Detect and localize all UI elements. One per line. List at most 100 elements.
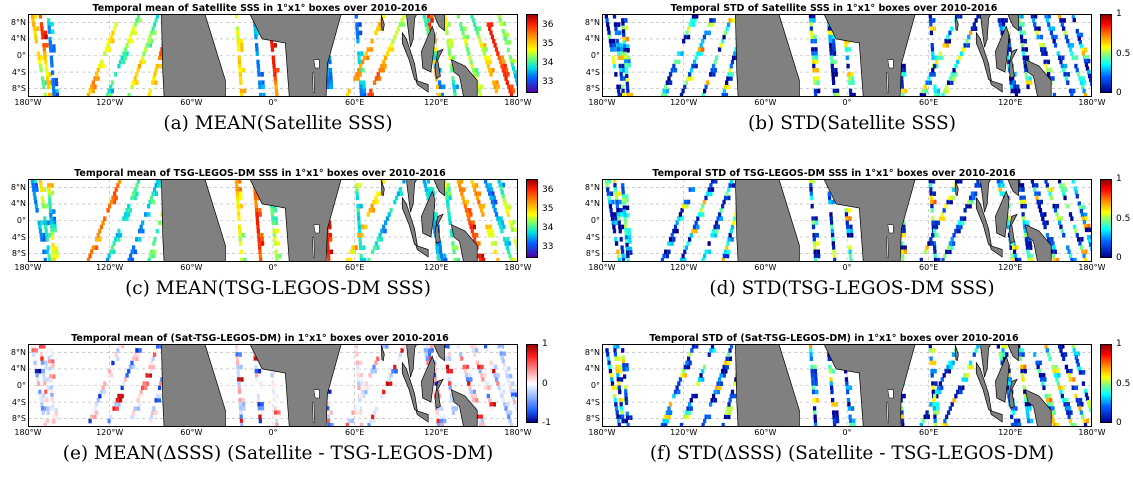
sss-cell	[274, 216, 278, 221]
sss-cell	[155, 179, 160, 184]
sss-cell	[827, 191, 831, 197]
sss-cell	[513, 58, 517, 64]
sss-cell	[430, 344, 434, 349]
sss-cell	[936, 220, 941, 226]
sss-cell	[956, 389, 960, 395]
lon-tick-label: 180°W	[588, 428, 616, 437]
sss-cell	[422, 14, 426, 19]
sss-cell	[900, 80, 904, 85]
sss-cell	[1028, 76, 1032, 81]
sss-cell	[619, 212, 624, 217]
sss-cell	[681, 88, 685, 94]
longitude-labels: 180°W 120°W 60°W 0° 60°E 120°E 180°W	[588, 263, 1105, 273]
sss-cell	[424, 352, 428, 357]
sss-cell	[1074, 393, 1078, 399]
sss-cell	[473, 393, 478, 399]
sss-cell	[502, 351, 507, 357]
sss-cell	[448, 216, 452, 221]
sss-cell	[448, 55, 452, 61]
sss-cell	[236, 364, 240, 370]
sss-cell	[935, 393, 939, 399]
sss-cell	[238, 63, 242, 69]
sss-cell	[1013, 418, 1018, 424]
sss-cell	[1053, 373, 1058, 378]
sss-cell	[1036, 364, 1040, 370]
sss-cell	[490, 199, 495, 205]
sss-cell	[827, 26, 831, 32]
sss-cell	[620, 245, 624, 250]
sss-cell	[1008, 381, 1012, 386]
sss-cell	[54, 407, 58, 413]
sss-cell	[1018, 356, 1023, 362]
sss-cell	[729, 63, 733, 69]
sss-cell	[488, 26, 492, 32]
colorbar-ticks: 1 0 -1	[542, 339, 572, 428]
sss-cell	[422, 179, 426, 184]
sss-cell	[662, 88, 666, 94]
sss-cell	[481, 377, 485, 382]
sss-cell	[379, 237, 384, 242]
sss-cell	[814, 377, 818, 382]
sss-cell	[952, 67, 956, 73]
sss-cell	[900, 88, 905, 94]
sss-cell	[485, 224, 489, 230]
sss-cell	[1024, 397, 1028, 403]
sss-cell	[701, 368, 705, 374]
sss-cell	[692, 59, 697, 65]
sss-cell	[1083, 92, 1088, 97]
lon-tick-label: 120°W	[670, 428, 698, 437]
sss-cell	[955, 179, 960, 184]
lat-tick-label: 4°N	[10, 364, 26, 374]
sss-cell	[148, 373, 152, 378]
sss-cell	[258, 414, 262, 420]
sss-cell	[366, 55, 370, 61]
sss-cell	[833, 92, 837, 97]
sss-cell	[1018, 26, 1023, 32]
sss-cell	[683, 373, 687, 378]
sss-cell	[811, 224, 816, 230]
sss-cell	[609, 208, 613, 213]
sss-cell	[922, 92, 927, 97]
sss-cell	[37, 220, 41, 226]
sss-cell	[459, 352, 463, 357]
lon-tick-label: 60°W	[180, 428, 203, 437]
sss-cell	[496, 216, 500, 221]
sss-cell	[329, 84, 334, 90]
sss-cell	[835, 414, 839, 420]
sss-cell	[135, 348, 139, 353]
sss-cell	[423, 183, 427, 188]
sss-cell	[1081, 205, 1086, 210]
sss-cell	[503, 63, 507, 69]
sss-cell	[274, 88, 279, 94]
sss-cell	[34, 203, 39, 209]
sss-cell	[506, 47, 511, 53]
sss-cell	[610, 381, 615, 386]
sss-cell	[39, 397, 43, 403]
sss-cell	[133, 352, 137, 357]
sss-cell	[96, 232, 100, 238]
sss-cell	[1022, 30, 1026, 36]
sss-cell	[625, 85, 630, 90]
sss-cell	[35, 208, 39, 213]
sss-cell	[357, 67, 361, 73]
sss-cell	[618, 389, 622, 395]
sss-cell	[255, 51, 259, 56]
sss-cell	[242, 406, 246, 411]
sss-cell	[433, 377, 437, 382]
sss-cell	[1014, 92, 1019, 97]
sss-cell	[371, 208, 376, 213]
sss-cell	[1075, 28, 1079, 34]
sss-cell	[929, 72, 933, 77]
sss-cell	[259, 385, 263, 391]
figure-panel-c: Temporal mean of TSG-LEGOS-DM SSS in 1°x…	[0, 168, 556, 328]
sss-cell	[850, 232, 854, 238]
sss-cell	[255, 220, 260, 226]
sss-cell	[682, 38, 686, 44]
sss-cell	[845, 385, 849, 391]
sss-cell	[1011, 410, 1016, 415]
lon-tick-label: 120°E	[424, 263, 449, 272]
land-mass	[398, 344, 422, 378]
sss-cell	[117, 393, 121, 399]
sss-cell	[237, 55, 241, 61]
sss-cell	[624, 396, 628, 402]
